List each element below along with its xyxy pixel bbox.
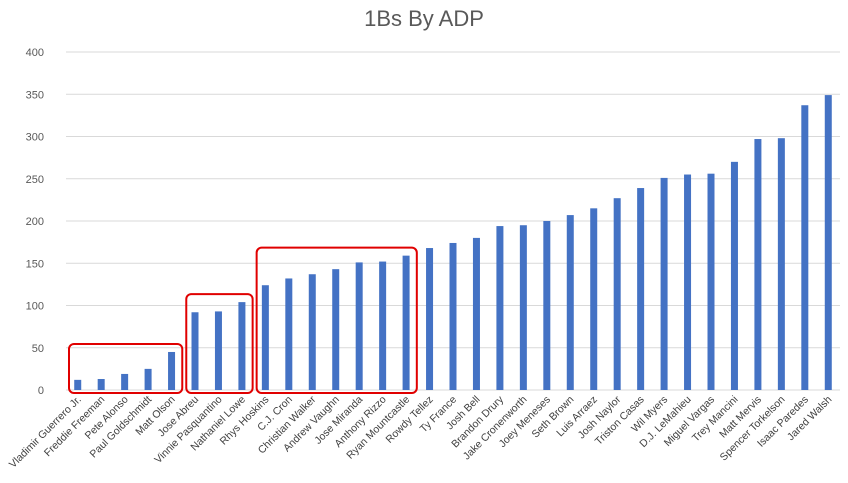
bar — [637, 188, 645, 390]
bar — [684, 174, 692, 390]
bar — [707, 173, 715, 390]
bar — [308, 274, 316, 390]
bar — [777, 138, 785, 390]
y-tick-label: 0 — [38, 385, 44, 397]
bar — [730, 161, 738, 390]
bar — [74, 379, 82, 390]
bar — [379, 261, 387, 390]
bar — [214, 311, 222, 390]
bar — [660, 177, 668, 390]
bar — [332, 269, 340, 390]
y-tick-label: 150 — [26, 258, 44, 270]
highlight-box — [68, 342, 184, 395]
bar — [449, 242, 457, 390]
bar — [402, 255, 410, 390]
bar — [519, 225, 527, 390]
bar — [144, 368, 152, 390]
bar — [168, 351, 176, 390]
bar — [613, 198, 621, 390]
bar — [801, 105, 809, 391]
bar — [426, 248, 434, 390]
bar — [261, 285, 269, 390]
y-tick-label: 250 — [26, 174, 44, 186]
bar — [191, 312, 199, 390]
bar — [121, 373, 129, 390]
bar — [543, 221, 551, 390]
y-tick-label: 200 — [26, 216, 44, 228]
bar — [566, 215, 574, 390]
bar — [285, 278, 293, 390]
bar — [472, 237, 480, 390]
y-tick-label: 50 — [32, 343, 44, 355]
bar — [238, 302, 246, 390]
chart-title: 1Bs By ADP — [364, 6, 484, 31]
bar — [754, 139, 762, 390]
bar — [496, 226, 504, 390]
highlight-box — [185, 293, 254, 394]
y-tick-label: 400 — [26, 47, 44, 59]
bar — [355, 262, 363, 390]
highlight-box — [255, 246, 418, 394]
y-tick-label: 100 — [26, 301, 44, 313]
y-tick-label: 350 — [26, 89, 44, 101]
y-tick-label: 300 — [26, 132, 44, 144]
bar — [590, 208, 598, 390]
bar — [97, 379, 105, 390]
bar — [824, 95, 832, 390]
